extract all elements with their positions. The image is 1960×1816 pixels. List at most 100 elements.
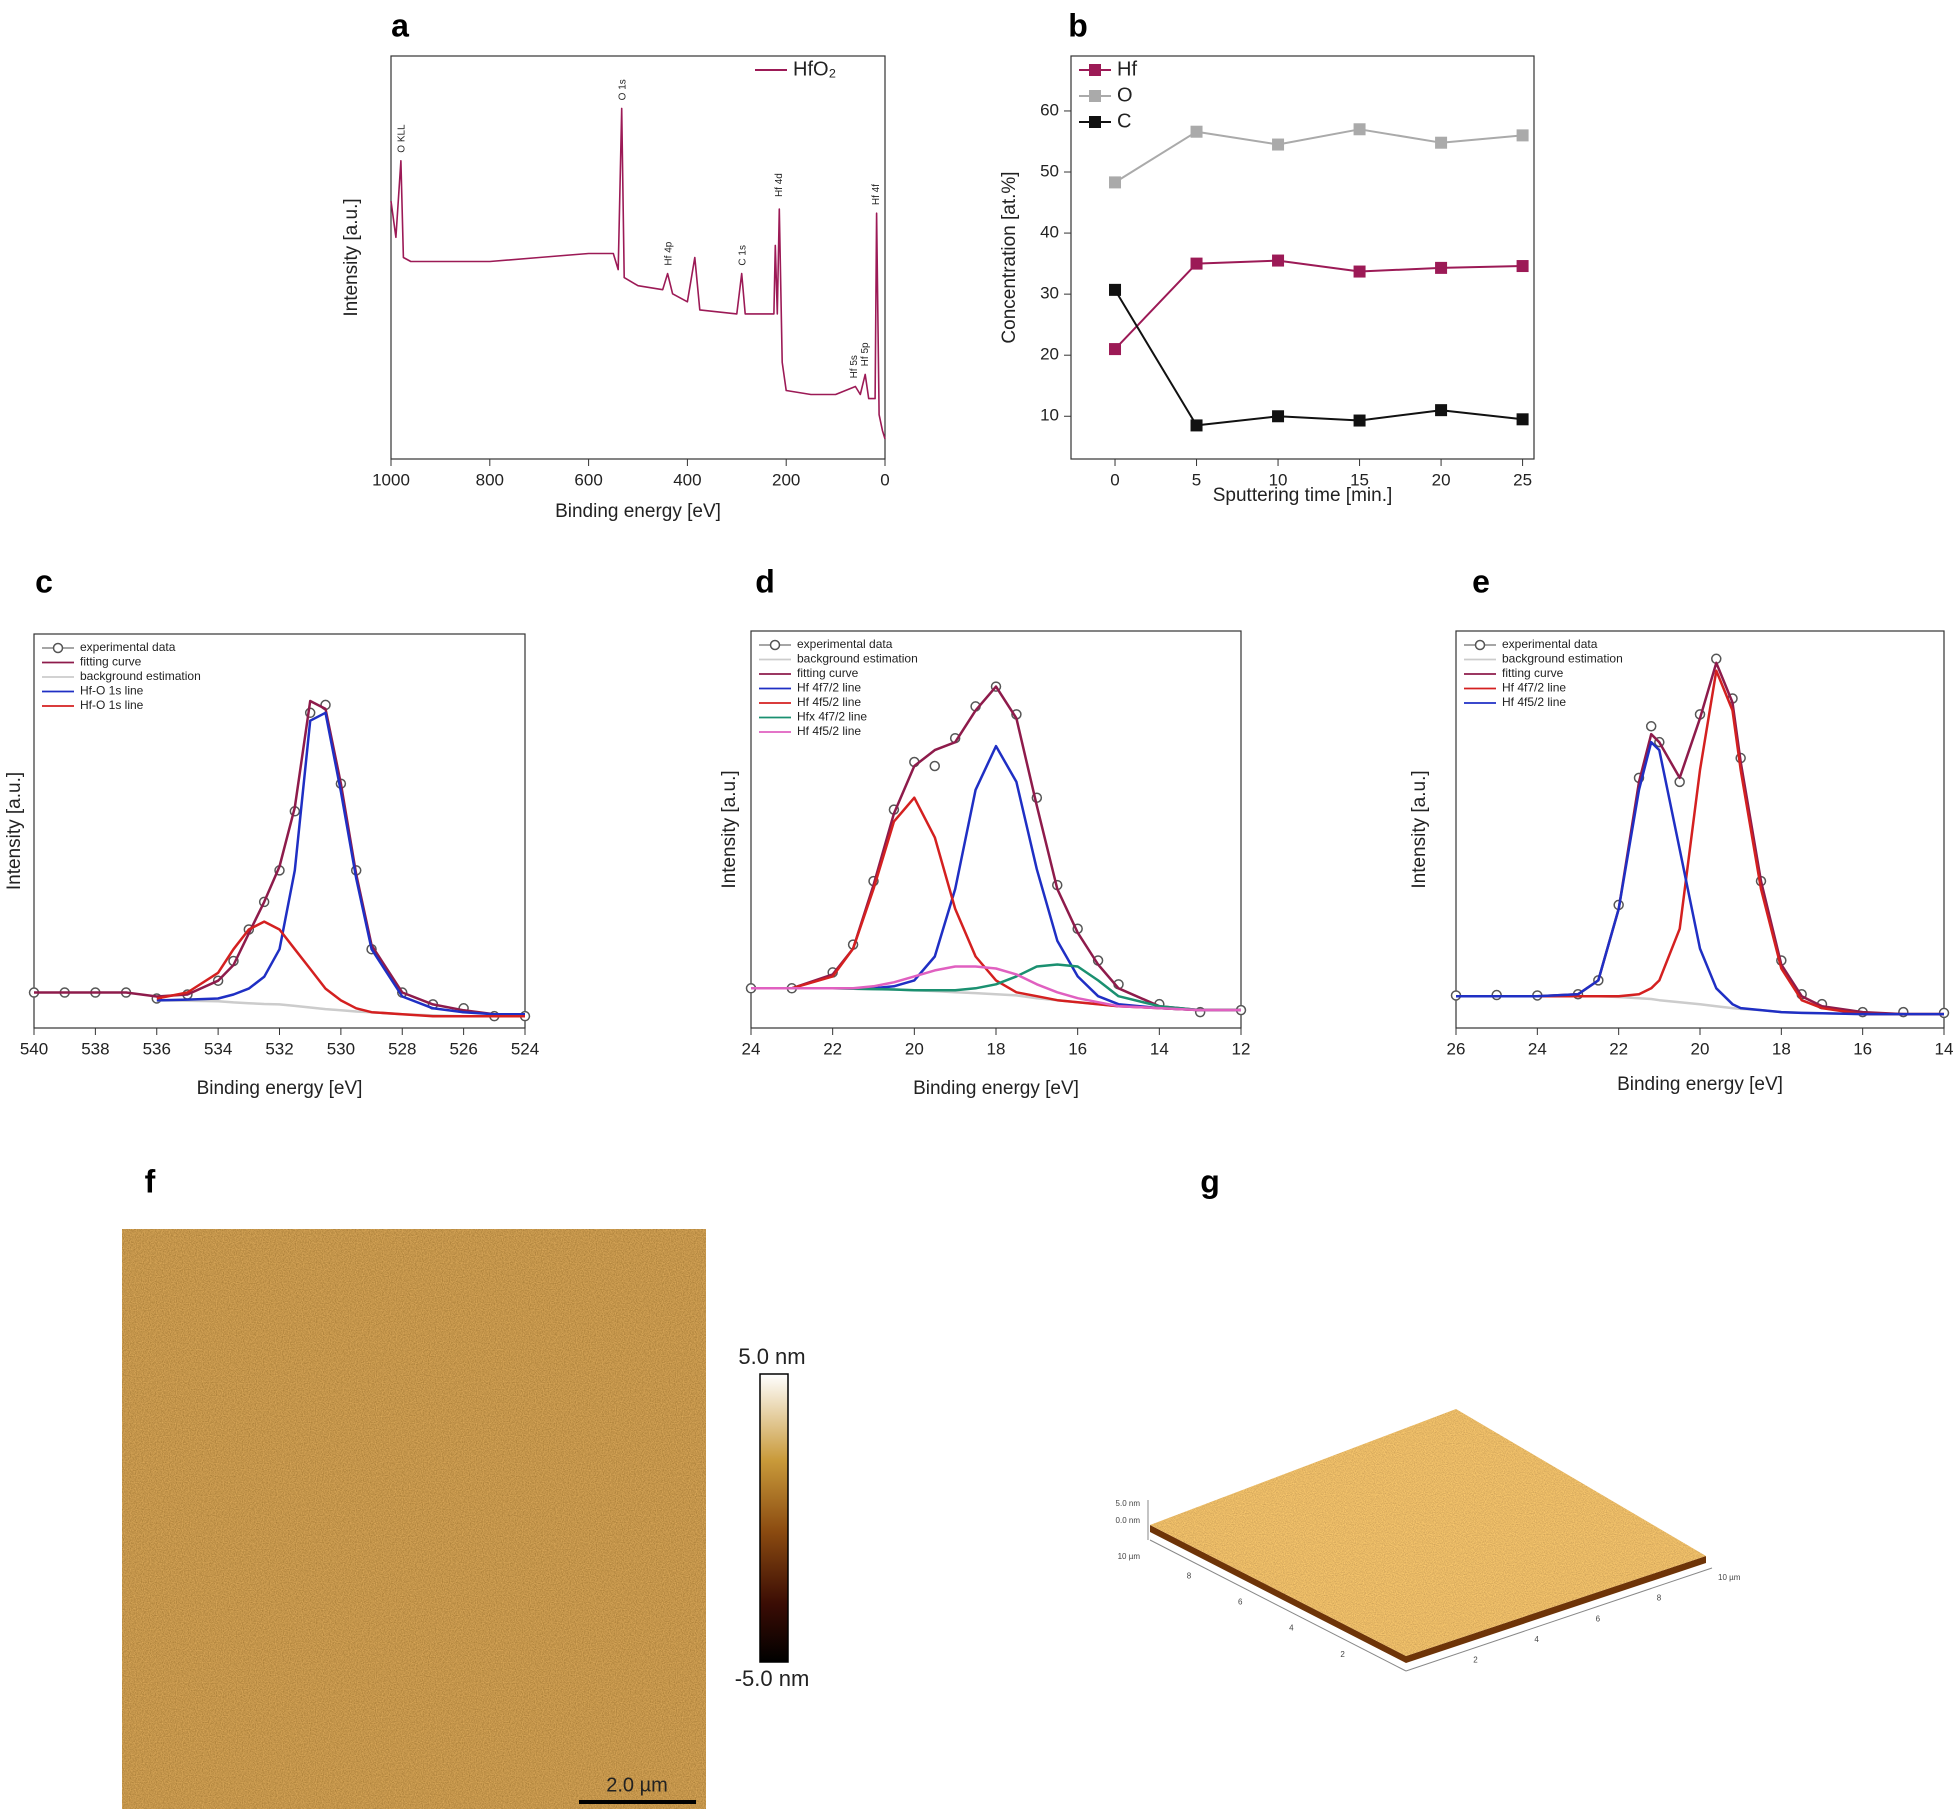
data-point <box>1190 257 1203 270</box>
panel-label: g <box>1200 1163 1220 1199</box>
series-line <box>1114 289 1523 427</box>
x-tick-label: 200 <box>772 470 800 489</box>
y-axis-tick-label: 6 <box>1238 1598 1243 1607</box>
x-tick-label: 526 <box>449 1039 477 1058</box>
y-tick-label: 30 <box>1040 284 1059 303</box>
y-axis-label: Intensity [a.u.] <box>719 770 740 888</box>
series-line <box>751 965 1241 1012</box>
legend-label: background estimation <box>1502 652 1623 666</box>
x-tick-label: 26 <box>1447 1039 1466 1058</box>
y-tick-label: 60 <box>1040 100 1059 119</box>
x-tick-label: 0 <box>880 470 889 489</box>
panel-label: b <box>1068 7 1088 43</box>
x-tick-label: 18 <box>1772 1039 1791 1058</box>
x-tick-label: 0 <box>1110 470 1119 489</box>
data-point <box>1435 261 1448 274</box>
peak-annotation: C 1s <box>737 245 748 266</box>
peak-annotation: Hf 5p <box>860 342 871 366</box>
x-tick-label: 524 <box>511 1039 539 1058</box>
data-point <box>1272 254 1285 267</box>
x-tick-label: 25 <box>1513 470 1532 489</box>
series-line <box>156 711 525 1016</box>
x-tick-label: 538 <box>81 1039 109 1058</box>
x-tick-label: 18 <box>987 1039 1006 1058</box>
series-line <box>156 920 525 1018</box>
x-tick-label: 530 <box>327 1039 355 1058</box>
x-tick-label: 16 <box>1853 1039 1872 1058</box>
x-axis-label: Binding energy [eV] <box>913 1078 1079 1099</box>
plot-frame <box>1070 55 1535 460</box>
x-tick-label: 22 <box>1609 1039 1628 1058</box>
x-tick-label: 12 <box>1232 1039 1251 1058</box>
x-tick-label: 15 <box>1350 470 1369 489</box>
x-axis-label: Binding energy [eV] <box>1617 1074 1783 1095</box>
series-line <box>1456 669 1944 1016</box>
x-tick-label: 16 <box>1068 1039 1087 1058</box>
y-axis-label: Intensity [a.u.] <box>1409 770 1430 888</box>
z-axis-label: 5.0 nm <box>1116 1499 1141 1508</box>
y-axis-tick-label: 2 <box>1340 1650 1345 1659</box>
y-tick-label: 20 <box>1040 345 1059 364</box>
legend-label: C <box>1117 110 1131 132</box>
peak-annotation: Hf 4d <box>774 173 785 197</box>
y-axis-tick-label: 8 <box>1187 1571 1192 1580</box>
plot-frame <box>390 55 886 460</box>
x-tick-label: 528 <box>388 1039 416 1058</box>
legend-label: HfO₂ <box>793 58 836 80</box>
series-line <box>1114 128 1523 184</box>
x-tick-label: 400 <box>673 470 701 489</box>
y-tick-label: 40 <box>1040 223 1059 242</box>
x-tick-label: 540 <box>20 1039 48 1058</box>
legend-label: Hf 4f5/2 line <box>1502 695 1566 709</box>
data-point <box>1272 138 1285 151</box>
legend-label: Hfx 4f7/2 line <box>797 710 867 724</box>
data-point <box>1645 721 1657 732</box>
legend-label: Hf-O 1s line <box>80 698 144 712</box>
afm-height-map <box>122 1229 706 1809</box>
afm-3d-surface <box>1150 1409 1706 1656</box>
x-axis-label: Binding energy [eV] <box>555 501 721 522</box>
legend-label: background estimation <box>80 669 201 683</box>
axes-3d: 5.0 nm 0.0 nm 10 µm 8 6 4 2 2 4 6 8 10 µm <box>1116 1499 1741 1672</box>
y-axis-label: Intensity [a.u.] <box>4 772 25 890</box>
series-line <box>390 107 886 440</box>
panel-label: d <box>755 563 775 599</box>
y-tick-label: 10 <box>1040 406 1059 425</box>
x-tick-label: 20 <box>1432 470 1451 489</box>
x-tick-label: 1000 <box>372 470 410 489</box>
series-line <box>751 744 1241 1012</box>
legend-label: Hf 4f5/2 line <box>797 724 861 738</box>
x-tick-label: 14 <box>1935 1039 1954 1058</box>
data-point <box>1353 123 1366 136</box>
legend-label: experimental data <box>1502 637 1598 651</box>
data-point <box>1435 136 1448 149</box>
x-axis-tick-label: 4 <box>1534 1635 1539 1644</box>
series-line <box>34 699 525 1016</box>
data-point <box>52 642 64 654</box>
data-point <box>1353 414 1366 427</box>
data-point <box>1109 283 1122 296</box>
colorbar-min: -5.0 nm <box>735 1666 810 1691</box>
legend-label: Hf 4f7/2 line <box>797 681 861 695</box>
data-point <box>1089 64 1101 76</box>
x-tick-label: 800 <box>476 470 504 489</box>
series-line <box>1456 740 1944 1016</box>
x-axis-tick-label: 10 µm <box>1718 1573 1741 1582</box>
y-tick-label: 50 <box>1040 161 1059 180</box>
x-axis-tick-label: 2 <box>1473 1656 1478 1665</box>
peak-annotation: Hf 5s <box>849 355 860 378</box>
x-axis-tick-label: 8 <box>1657 1594 1662 1603</box>
y-axis-tick-label: 4 <box>1289 1624 1294 1633</box>
y-axis-label: Concentration [at.%] <box>999 171 1020 343</box>
legend-label: experimental data <box>80 640 176 654</box>
data-point <box>1109 176 1122 189</box>
axis-line <box>1405 1567 1713 1672</box>
x-tick-label: 24 <box>1528 1039 1547 1058</box>
data-point <box>929 760 940 772</box>
panel-label: f <box>145 1163 156 1199</box>
series-line <box>751 796 1241 1012</box>
scale-bar-label: 2.0 µm <box>606 1774 668 1796</box>
legend-label: O <box>1117 84 1133 106</box>
data-point <box>1516 260 1529 273</box>
axis-line <box>1149 1539 1407 1672</box>
